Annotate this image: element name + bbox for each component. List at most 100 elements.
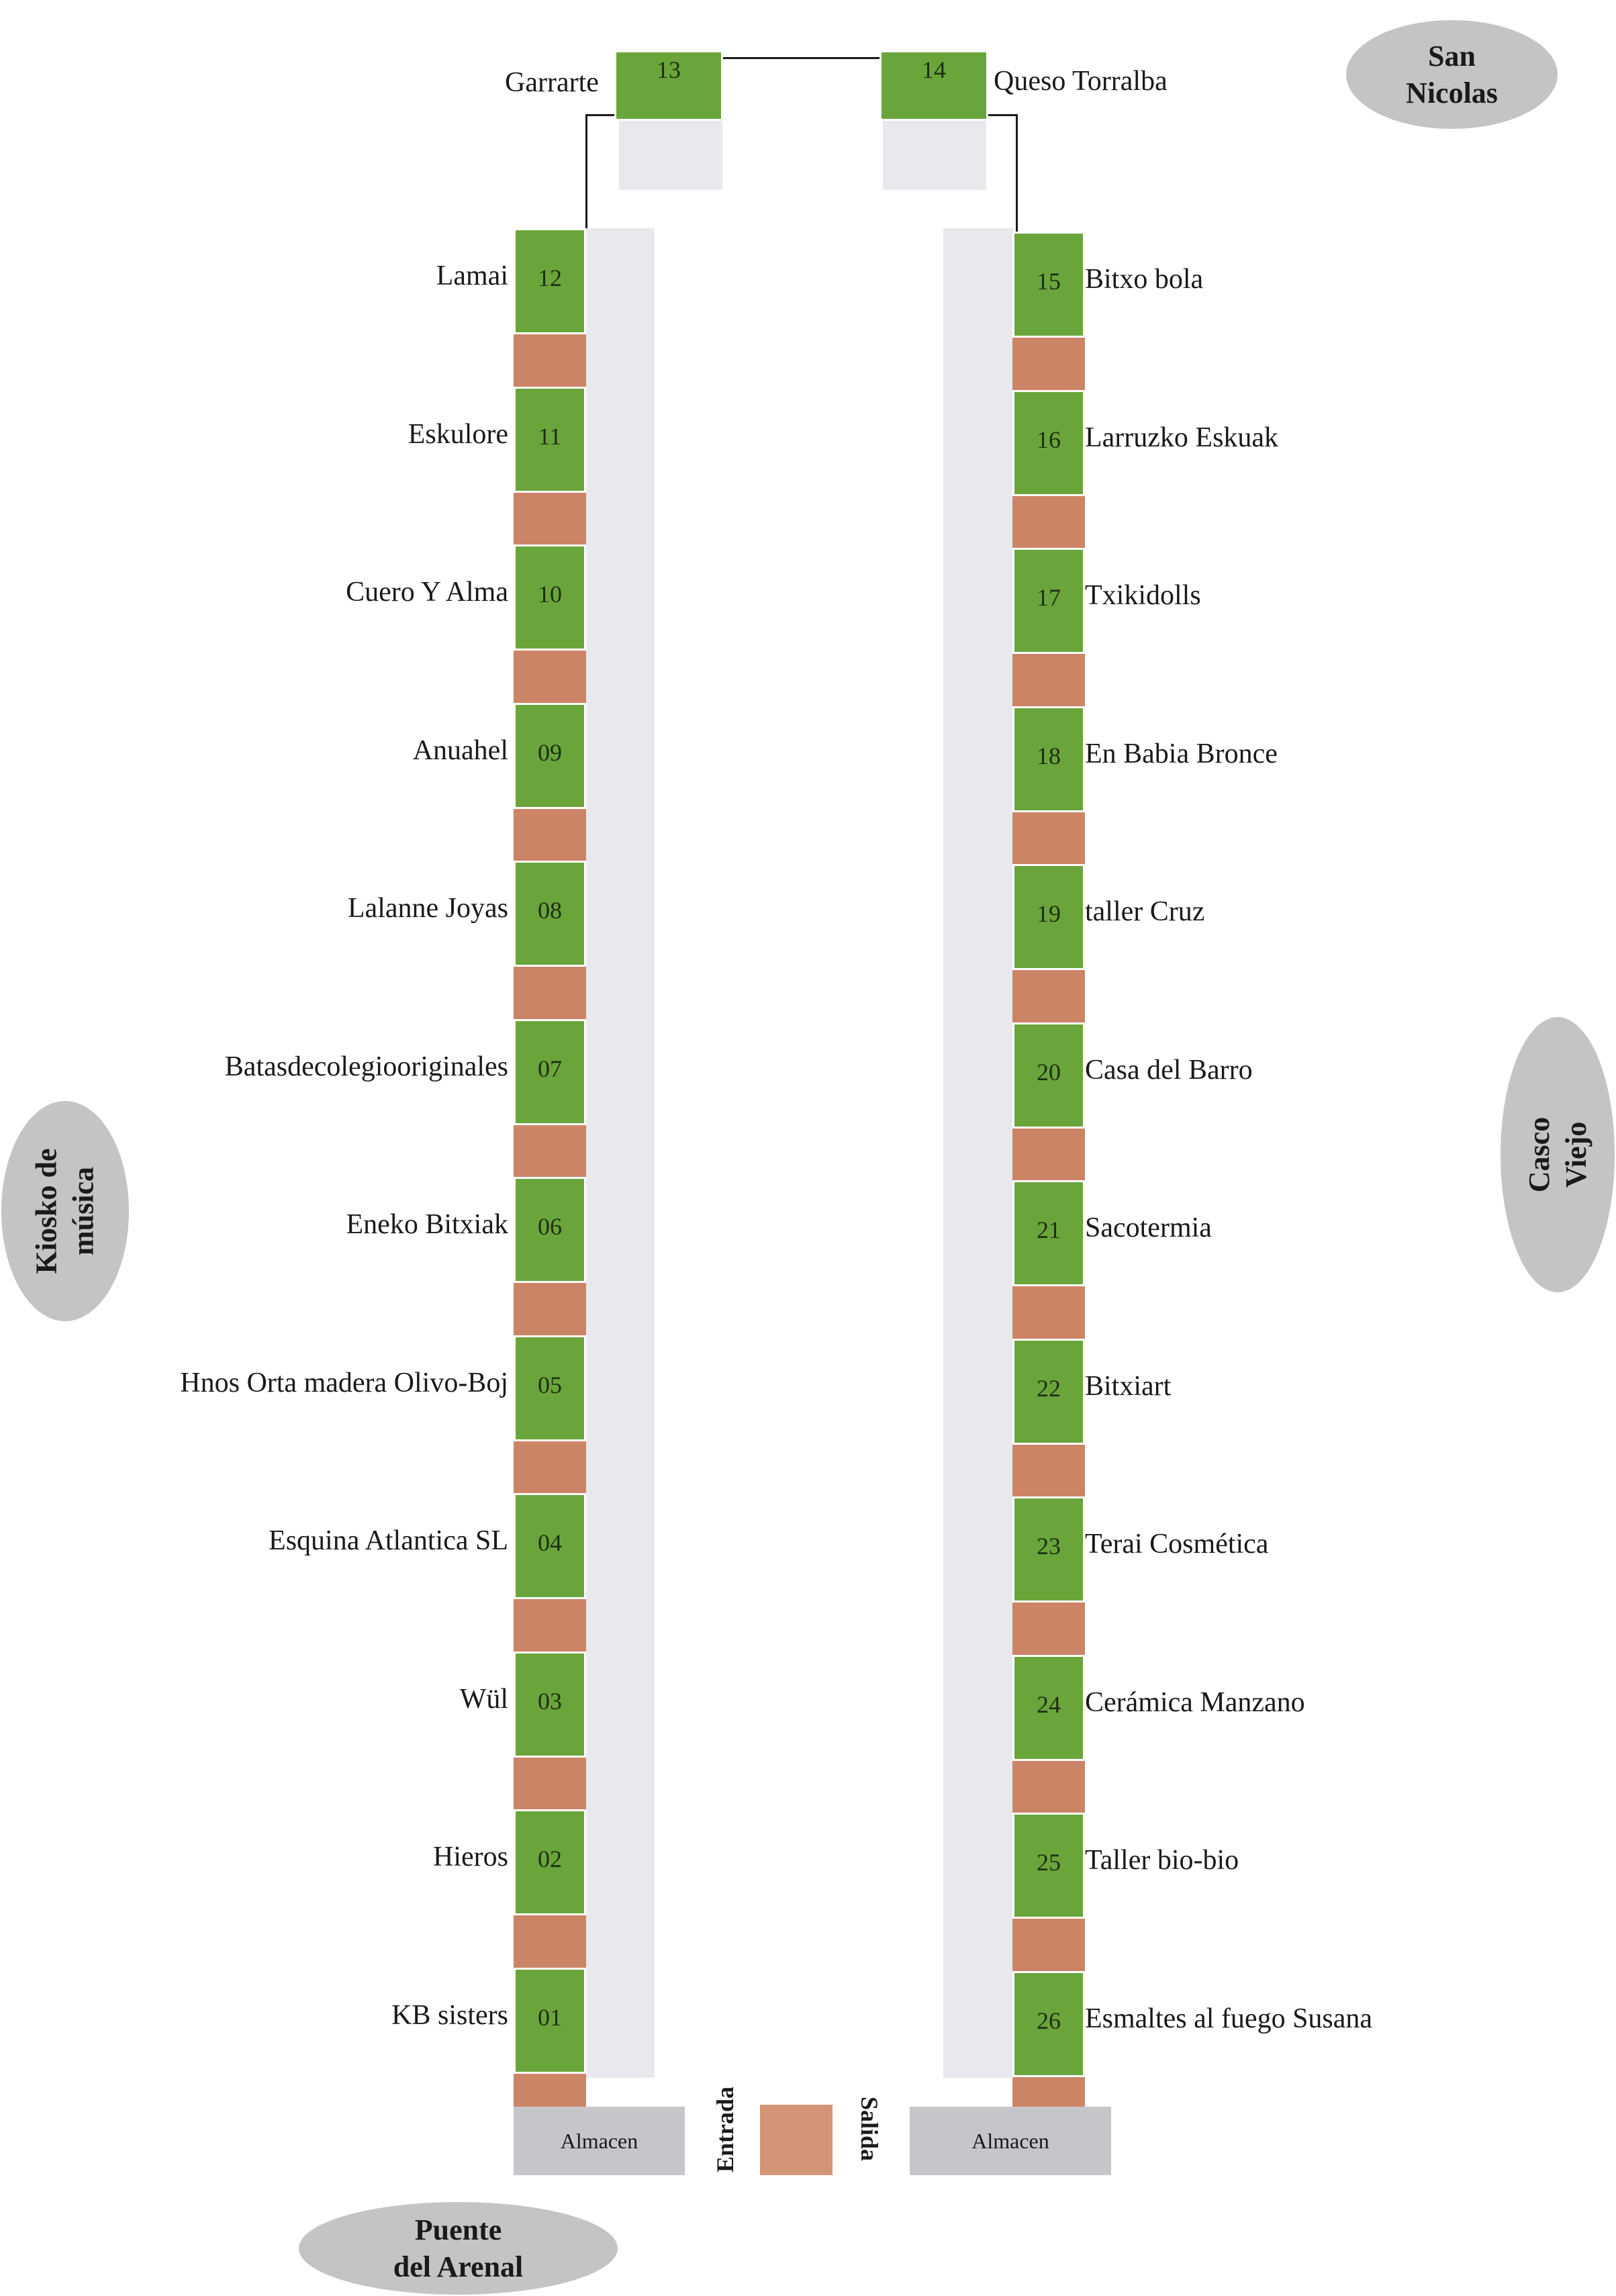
stand-11-number: 11 <box>538 423 562 450</box>
stand-21-name: Sacotermia <box>1085 1212 1212 1243</box>
entrance-separator <box>1012 1603 1085 1656</box>
stand-19[interactable]: 19 <box>1012 864 1085 970</box>
connector-right-v <box>1016 114 1018 232</box>
entrance-separator <box>1012 338 1085 391</box>
stand-23-name: Terai Cosmética <box>1085 1529 1269 1560</box>
entrance-separator <box>514 1125 586 1179</box>
entrance-separator <box>1012 654 1085 708</box>
storage-right: Almacen <box>910 2107 1111 2175</box>
stand-18[interactable]: 18 <box>1012 706 1085 812</box>
stand-26-name: Esmaltes al fuego Susana <box>1085 2003 1373 2034</box>
stand-20[interactable]: 20 <box>1012 1022 1085 1129</box>
legend-swatch <box>760 2105 833 2175</box>
stand-09[interactable]: 09 <box>514 703 586 809</box>
landmark-puente-arenal: Puente del Arenal <box>299 2202 618 2295</box>
stand-23-number: 23 <box>1037 1533 1061 1560</box>
legend-entrada-label: Entrada <box>712 2086 739 2172</box>
entrance-separator <box>514 1599 586 1653</box>
stand-26[interactable]: 26 <box>1012 1971 1085 2077</box>
storage-left-label: Almacen <box>560 2128 638 2153</box>
stand-12-name: Lamai <box>436 260 508 291</box>
stand-05-number: 05 <box>538 1372 562 1398</box>
stand-10-name: Cuero Y Alma <box>346 577 508 608</box>
stand-16[interactable]: 16 <box>1012 390 1085 496</box>
entrance-separator <box>1012 496 1085 550</box>
storage-right-label: Almacen <box>971 2128 1049 2153</box>
stand-04-number: 04 <box>538 1529 562 1556</box>
stand-05[interactable]: 05 <box>514 1335 586 1441</box>
stand-12[interactable]: 12 <box>514 228 586 334</box>
stand-22[interactable]: 22 <box>1012 1339 1085 1445</box>
entrance-separator <box>514 1441 586 1495</box>
stand-06[interactable]: 06 <box>514 1177 586 1283</box>
stand-18-name: En Babia Bronce <box>1085 738 1278 769</box>
stand-03[interactable]: 03 <box>514 1652 586 1758</box>
stand-07[interactable]: 07 <box>514 1019 586 1125</box>
stand-10[interactable]: 10 <box>514 544 586 651</box>
stand-04[interactable]: 04 <box>514 1493 586 1599</box>
stand-08-number: 08 <box>538 897 562 924</box>
stand-22-number: 22 <box>1037 1375 1061 1402</box>
entrance-separator <box>514 967 586 1020</box>
stand-17[interactable]: 17 <box>1012 548 1085 654</box>
stand-02[interactable]: 02 <box>514 1809 586 1915</box>
stand-24[interactable]: 24 <box>1012 1655 1085 1761</box>
connector-left-v <box>585 114 587 232</box>
stand-09-number: 09 <box>538 739 562 766</box>
stand-07-name: Batasdecolegiooriginales <box>224 1051 508 1082</box>
legend-salida-label: Salida <box>856 2096 883 2162</box>
stand-01[interactable]: 01 <box>514 1968 586 2074</box>
landmark-san-nicolas-label: San Nicolas <box>1406 40 1498 109</box>
stand-14[interactable]: 14 <box>880 50 988 121</box>
stand-01-name: KB sisters <box>391 2000 508 2031</box>
entrance-separator <box>514 493 586 546</box>
stand-16-number: 16 <box>1037 426 1061 453</box>
stand-19-name: taller Cruz <box>1085 896 1205 927</box>
stand-17-number: 17 <box>1037 584 1061 611</box>
entrance-separator <box>1012 1445 1085 1498</box>
entrance-separator <box>1012 1761 1085 1815</box>
stand-23[interactable]: 23 <box>1012 1496 1085 1603</box>
landmark-kiosko-label: Kiosko de música <box>30 1148 100 1274</box>
stand-02-number: 02 <box>538 1846 562 1872</box>
stand-13[interactable]: 13 <box>614 50 723 121</box>
stand-11[interactable]: 11 <box>514 387 586 493</box>
stand-03-name: Wül <box>459 1684 508 1715</box>
stand-21[interactable]: 21 <box>1012 1180 1085 1286</box>
entrance-separator <box>514 334 586 388</box>
entrance-separator <box>1012 1919 1085 1972</box>
stand-13-number: 13 <box>657 56 681 83</box>
stand-14-name: Queso Torralba <box>994 66 1168 97</box>
stand-21-number: 21 <box>1037 1216 1061 1243</box>
entrance-separator <box>1012 1286 1085 1340</box>
stand-02-name: Hieros <box>433 1841 508 1872</box>
stand-15[interactable]: 15 <box>1012 232 1085 338</box>
stand-16-name: Larruzko Eskuak <box>1085 422 1279 453</box>
connector-top <box>722 57 882 59</box>
stand-01-number: 01 <box>538 2004 562 2031</box>
stand-08-name: Lalanne Joyas <box>347 893 508 924</box>
stand-25-name: Taller bio-bio <box>1085 1845 1239 1876</box>
stand-24-number: 24 <box>1037 1691 1061 1718</box>
entrance-separator <box>514 1283 586 1337</box>
stand-25[interactable]: 25 <box>1012 1813 1085 1919</box>
landmark-casco-viejo-label: Casco Viejo <box>1523 1116 1593 1193</box>
stand-06-number: 06 <box>538 1213 562 1240</box>
stand-05-name: Hnos Orta madera Olivo-Boj <box>180 1368 508 1398</box>
entrance-separator <box>1012 1129 1085 1182</box>
stand-03-number: 03 <box>538 1688 562 1715</box>
stand-14-number: 14 <box>922 56 946 83</box>
stand-17-name: Txikidolls <box>1085 580 1201 611</box>
stand-20-number: 20 <box>1037 1059 1061 1086</box>
landmark-puente-arenal-label: Puente del Arenal <box>393 2213 524 2283</box>
landmark-kiosko: Kiosko de música <box>1 1101 129 1321</box>
stand-19-number: 19 <box>1037 900 1061 927</box>
stand-08[interactable]: 08 <box>514 861 586 967</box>
stand-11-name: Eskulore <box>408 419 508 450</box>
top-stand-14-backing <box>883 119 986 190</box>
stand-04-name: Esquina Atlantica SL <box>269 1525 508 1556</box>
top-stand-13-backing <box>619 119 722 190</box>
stand-09-name: Anuahel <box>412 735 508 766</box>
entrance-separator <box>514 809 586 863</box>
